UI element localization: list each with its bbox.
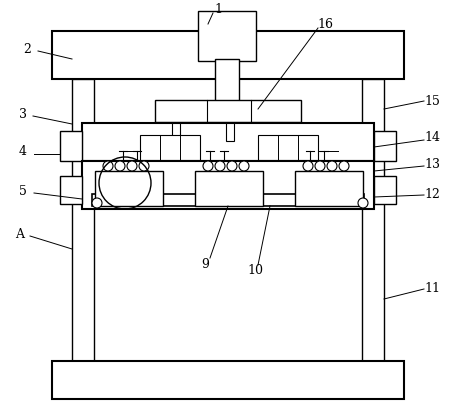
Circle shape xyxy=(239,161,249,171)
Bar xyxy=(226,123,234,141)
Bar xyxy=(155,100,301,122)
Text: 16: 16 xyxy=(317,18,333,31)
Bar xyxy=(52,31,404,79)
Bar xyxy=(215,59,239,101)
Circle shape xyxy=(339,161,349,171)
Text: 3: 3 xyxy=(19,108,27,121)
Circle shape xyxy=(227,161,237,171)
Circle shape xyxy=(92,198,102,208)
Circle shape xyxy=(327,161,337,171)
Bar xyxy=(82,161,374,209)
Bar xyxy=(140,135,200,160)
Bar xyxy=(52,361,404,399)
Bar xyxy=(362,79,384,364)
Text: 11: 11 xyxy=(424,282,440,295)
Circle shape xyxy=(103,161,113,171)
Bar xyxy=(198,11,256,61)
Bar xyxy=(258,135,318,160)
Text: 10: 10 xyxy=(247,264,263,277)
Circle shape xyxy=(203,161,213,171)
Text: 4: 4 xyxy=(19,145,27,158)
Text: 13: 13 xyxy=(424,158,440,171)
Text: 5: 5 xyxy=(19,184,27,197)
Circle shape xyxy=(303,161,313,171)
Bar xyxy=(295,171,363,206)
Text: 14: 14 xyxy=(424,130,440,143)
Bar xyxy=(92,194,364,206)
Bar xyxy=(82,123,374,161)
Text: 1: 1 xyxy=(214,3,222,16)
Bar xyxy=(172,123,180,141)
Circle shape xyxy=(315,161,325,171)
Text: A: A xyxy=(15,228,25,241)
Circle shape xyxy=(139,161,149,171)
Text: 12: 12 xyxy=(424,187,440,201)
Text: 2: 2 xyxy=(23,42,31,55)
Text: 9: 9 xyxy=(201,258,209,271)
Bar xyxy=(95,171,163,206)
Bar xyxy=(195,171,263,206)
Bar xyxy=(374,176,396,204)
Circle shape xyxy=(358,198,368,208)
Circle shape xyxy=(115,161,125,171)
Text: 15: 15 xyxy=(424,95,440,108)
Bar xyxy=(60,176,82,204)
Circle shape xyxy=(127,161,137,171)
Bar xyxy=(374,131,396,161)
Bar xyxy=(60,131,82,161)
Bar xyxy=(72,79,94,364)
Circle shape xyxy=(215,161,225,171)
